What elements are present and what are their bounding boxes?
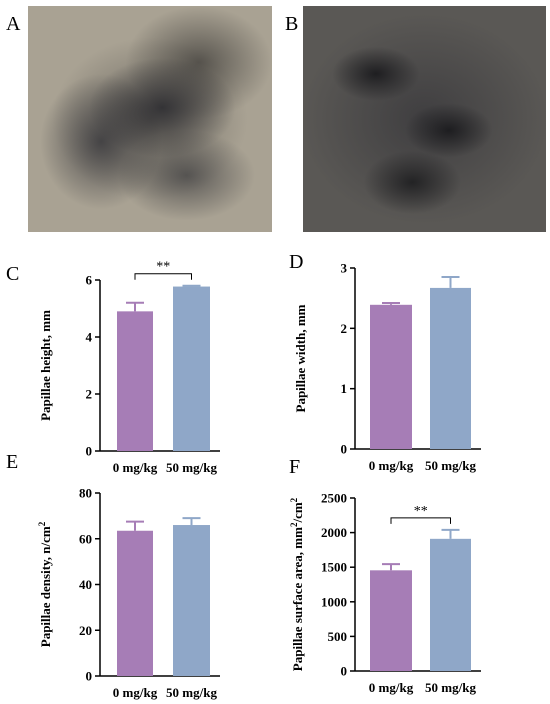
bar-treated (173, 525, 210, 676)
y-tick-label: 1000 (321, 594, 347, 609)
panel-letter-d: D (289, 251, 303, 273)
bar-treated (430, 287, 471, 449)
bar-control (117, 311, 153, 451)
x-tick-label: 50 mg/kg (425, 458, 476, 473)
y-tick-label: 2000 (321, 525, 347, 540)
y-tick-label: 6 (86, 273, 93, 288)
panel-letter-e: E (6, 451, 18, 473)
y-tick-label: 80 (79, 486, 92, 501)
x-tick-label: 0 mg/kg (113, 460, 158, 475)
panel-letter-f: F (289, 456, 300, 478)
y-tick-label: 1500 (321, 560, 347, 575)
papillae-photo-treated (303, 6, 546, 232)
x-tick-label: 50 mg/kg (166, 685, 217, 700)
y-tick-label: 40 (79, 577, 92, 592)
significance-label: ** (156, 260, 170, 275)
y-tick-label: 60 (79, 531, 92, 546)
bar-control (370, 304, 412, 449)
y-axis-label: Papillae density, n/cm2 (37, 521, 53, 647)
y-tick-label: 2 (86, 387, 93, 402)
papillae-photo-control (28, 6, 272, 232)
y-tick-label: 0 (86, 444, 93, 459)
x-tick-label: 0 mg/kg (369, 458, 414, 473)
x-tick-label: 0 mg/kg (369, 680, 414, 695)
y-tick-label: 0 (341, 442, 348, 457)
panel-letter-b: B (285, 13, 299, 35)
y-tick-label: 1 (341, 381, 348, 396)
y-tick-label: 2 (341, 321, 348, 336)
y-axis-label: Papillae surface area, mm2/cm2 (289, 497, 305, 671)
significance-bracket (390, 517, 451, 524)
panel-letter-c: C (6, 263, 19, 285)
x-tick-label: 50 mg/kg (166, 460, 217, 475)
significance-label: ** (414, 504, 428, 519)
y-tick-label: 0 (86, 669, 93, 684)
bar-control (370, 570, 412, 671)
y-tick-label: 2500 (321, 491, 347, 506)
bar-treated (430, 538, 471, 671)
panel-letter-a: A (6, 13, 21, 35)
bar-treated (173, 286, 210, 451)
bar-control (117, 530, 153, 676)
y-axis-label: Papillae width, mm (293, 304, 308, 412)
x-tick-label: 50 mg/kg (425, 680, 476, 695)
y-tick-label: 4 (86, 330, 93, 345)
y-tick-label: 0 (341, 664, 348, 679)
y-axis-label: Papillae height, mm (38, 310, 53, 421)
y-tick-label: 3 (341, 261, 348, 276)
x-tick-label: 0 mg/kg (113, 685, 158, 700)
y-tick-label: 20 (79, 623, 92, 638)
significance-bracket (134, 273, 192, 280)
y-tick-label: 500 (328, 629, 348, 644)
